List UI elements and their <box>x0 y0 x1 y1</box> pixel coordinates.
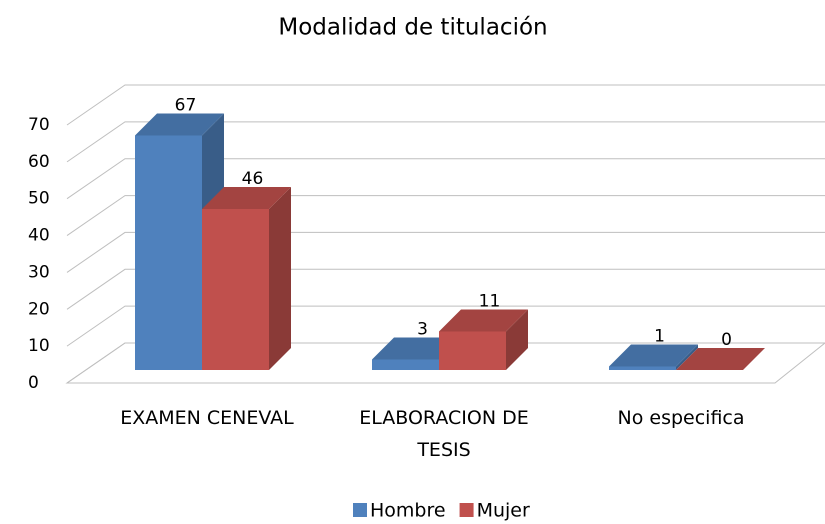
bar-top <box>372 337 461 360</box>
bar-top <box>676 348 765 370</box>
bar-front <box>609 366 676 370</box>
legend-label: Mujer <box>477 500 530 522</box>
chart-title: Modalidad de titulación <box>278 15 547 41</box>
y-tick-label: 50 <box>28 189 50 209</box>
y-tick-label: 10 <box>28 336 50 356</box>
bar-side <box>676 344 698 370</box>
bar-front <box>372 359 439 370</box>
bar-top <box>135 113 224 136</box>
value-label: 3 <box>417 320 428 340</box>
bar <box>676 348 765 370</box>
grid-line <box>66 121 825 163</box>
y-tick-label: 60 <box>28 152 50 172</box>
bar-side <box>269 187 291 370</box>
y-tick-label: 70 <box>28 115 50 135</box>
bar-top <box>202 187 291 209</box>
y-tick-label: 20 <box>28 299 50 319</box>
bar-top <box>439 309 528 332</box>
x-tick-label: No especifica <box>617 407 745 429</box>
bar-side <box>506 309 528 370</box>
grid-line <box>66 231 825 273</box>
legend-swatch <box>353 503 367 517</box>
grid-line <box>66 342 825 384</box>
bar <box>202 187 291 370</box>
legend-swatch <box>459 503 474 517</box>
grid-line <box>66 158 825 200</box>
y-tick-label: 40 <box>28 226 50 246</box>
y-tick-label: 30 <box>28 262 50 282</box>
value-label: 1 <box>654 327 665 347</box>
legend-label: Hombre <box>370 500 446 522</box>
value-label: 67 <box>175 96 197 116</box>
bar <box>609 344 698 370</box>
x-tick-label: EXAMEN CENEVAL <box>120 407 294 429</box>
value-label: 46 <box>242 169 264 189</box>
bar-front <box>439 331 506 370</box>
grid-line <box>66 84 825 126</box>
grid-line <box>66 195 825 236</box>
grid-line <box>66 268 825 310</box>
bar <box>439 309 528 370</box>
bar-front <box>202 209 269 370</box>
y-tick-label: 0 <box>28 373 39 393</box>
value-label: 0 <box>721 330 732 350</box>
bar-front <box>135 135 202 370</box>
value-label: 11 <box>479 292 501 312</box>
grid-line <box>66 305 825 347</box>
x-tick-label: ELABORACION DE TESIS <box>359 407 529 461</box>
bar-top <box>609 344 698 367</box>
